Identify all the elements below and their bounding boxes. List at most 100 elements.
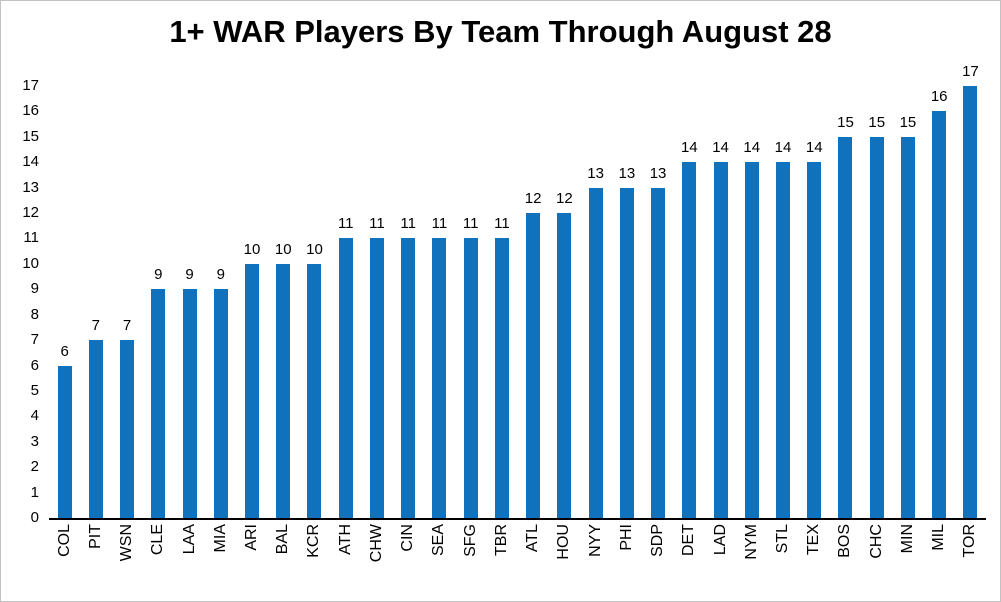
bar-value-label: 10 (274, 240, 292, 258)
y-tick-label: 11 (23, 229, 39, 247)
x-tick-cell: SEA (424, 522, 455, 600)
x-tick-cell: MIL (924, 522, 955, 600)
x-tick-cell: ATH (330, 522, 361, 600)
bar (526, 213, 541, 518)
x-tick-label: CLE (149, 524, 167, 556)
x-tick-label: CHC (867, 524, 885, 559)
bar-value-label: 14 (743, 139, 761, 157)
x-tick-cell: SDP (642, 522, 673, 600)
bar (869, 136, 884, 518)
y-tick-label: 2 (30, 458, 39, 476)
x-tick-label: LAD (711, 524, 729, 556)
bar (401, 238, 416, 518)
bar (88, 340, 103, 518)
bar (432, 238, 447, 518)
bar-value-label: 13 (618, 164, 636, 182)
x-axis: COL PIT WSN CLE LAA MIA ARI BAL KCR ATH CHW CIN SEA S… (49, 522, 986, 600)
bar-value-label: 13 (587, 164, 604, 182)
x-tick-cell: STL (767, 522, 798, 600)
y-tick-label: 12 (22, 204, 39, 222)
bar-group: 12 (549, 86, 580, 518)
y-tick-label: 13 (22, 178, 39, 196)
bar (900, 136, 915, 518)
y-tick-label: 1 (30, 483, 39, 501)
x-tick-label: CIN (399, 524, 417, 552)
x-tick-label: MIL (930, 524, 948, 551)
x-tick-cell: NYY (580, 522, 611, 600)
x-tick-label: TBR (492, 524, 510, 556)
bar-value-label: 12 (556, 190, 573, 208)
y-tick-label: 0 (30, 509, 39, 526)
x-tick-cell: NYM (736, 522, 767, 600)
x-tick-cell: LAD (705, 522, 736, 600)
bar-group: 10 (236, 86, 267, 518)
bar-group: 11 (424, 86, 455, 518)
bar-value-label: 11 (462, 215, 479, 233)
x-tick-label: SDP (649, 524, 667, 557)
bar-group: 9 (174, 86, 205, 518)
bar-value-label: 12 (524, 190, 542, 208)
bar-value-label: 11 (431, 215, 448, 233)
bar-value-label: 14 (774, 139, 792, 157)
y-tick-label: 8 (30, 305, 39, 323)
y-tick-label: 4 (30, 407, 39, 425)
bar-group: 17 (955, 63, 986, 518)
bar-value-label: 14 (805, 139, 823, 157)
bar-group: 7 (80, 86, 111, 518)
x-tick-label: ARI (243, 524, 261, 551)
bar (713, 162, 728, 518)
bar-group: 14 (736, 86, 767, 518)
bar-group: 12 (518, 86, 549, 518)
bar (57, 365, 72, 518)
bar (807, 162, 822, 518)
x-tick-label: NYM (742, 524, 760, 560)
bar (307, 263, 322, 518)
x-tick-label: CHW (367, 524, 385, 563)
x-tick-cell: WSN (111, 522, 142, 600)
bar-value-label: 11 (337, 215, 354, 233)
bar (744, 162, 759, 518)
chart-title: 1+ WAR Players By Team Through August 28 (169, 14, 832, 49)
bar-group: 13 (611, 86, 642, 518)
bar-group: 15 (861, 86, 892, 518)
bar-value-label: 15 (868, 113, 886, 131)
x-tick-label: DET (680, 524, 698, 556)
x-tick-cell: HOU (549, 522, 580, 600)
bar-group: 14 (705, 86, 736, 518)
bar-value-label: 6 (60, 342, 69, 360)
x-tick-cell: TBR (486, 522, 517, 600)
y-tick-label: 5 (30, 381, 39, 399)
x-tick-label: ATL (524, 524, 542, 553)
y-tick-label: 10 (22, 254, 39, 272)
bar-value-label: 7 (122, 317, 132, 335)
bar-value-label: 17 (962, 63, 979, 80)
x-tick-cell: ARI (236, 522, 267, 600)
bar-value-label: 10 (243, 240, 261, 258)
x-tick-cell: CHW (361, 522, 392, 600)
x-tick-label: PIT (86, 524, 104, 549)
bar (276, 263, 291, 518)
bar-group: 11 (486, 86, 517, 518)
bar (588, 187, 603, 518)
bar-group: 11 (330, 86, 361, 518)
bar-group: 10 (299, 86, 330, 518)
bar (557, 213, 572, 518)
bar (245, 263, 260, 518)
y-tick-label: 6 (30, 356, 39, 374)
y-tick-label: 9 (30, 280, 39, 298)
x-tick-cell: MIA (205, 522, 236, 600)
bar-group: 15 (830, 86, 861, 518)
x-tick-label: BOS (836, 524, 854, 558)
bar-value-label: 11 (494, 215, 510, 233)
x-tick-cell: DET (674, 522, 705, 600)
bar (619, 187, 634, 518)
bar-group: 11 (455, 86, 486, 518)
bar-group: 9 (143, 86, 174, 518)
x-tick-cell: COL (49, 522, 80, 600)
bar (463, 238, 478, 518)
x-tick-cell: PIT (80, 522, 111, 600)
bar-group: 9 (205, 86, 236, 518)
x-tick-label: MIN (898, 524, 916, 554)
bar (963, 86, 978, 518)
